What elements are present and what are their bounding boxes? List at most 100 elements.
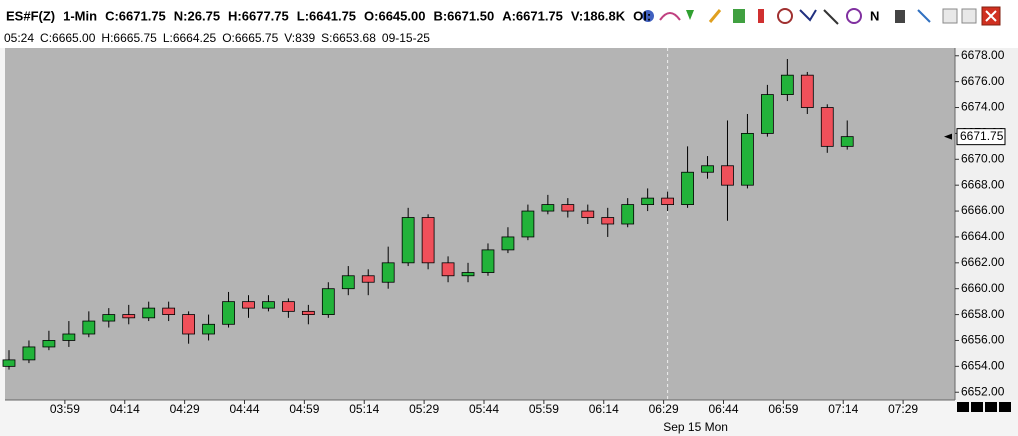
candle	[581, 204, 595, 224]
x-tick-label: 04:14	[110, 402, 140, 416]
candle-body	[282, 301, 295, 312]
candle	[621, 198, 635, 228]
candle-body	[262, 301, 275, 309]
header-item: O:6665.75	[222, 31, 278, 45]
header-item: 1-Min	[63, 8, 97, 23]
icon[interactable]	[733, 9, 745, 23]
header-item: O:6645.00	[364, 8, 425, 23]
y-tick-label: 6652.00	[961, 384, 1005, 398]
x-tick-label: 06:44	[708, 402, 738, 416]
status-bar	[0, 30, 1018, 48]
header-item: H:6665.75	[101, 31, 157, 45]
icon[interactable]	[686, 10, 694, 20]
candle	[521, 204, 535, 241]
icon[interactable]	[777, 8, 793, 24]
candle-body	[142, 307, 156, 319]
icon[interactable]	[895, 10, 905, 23]
close-icon[interactable]	[985, 10, 997, 22]
candle-body	[461, 272, 475, 277]
icon[interactable]	[659, 12, 681, 21]
candle	[561, 198, 575, 218]
x-tick-label: 06:14	[589, 402, 619, 416]
candle-body	[501, 236, 515, 251]
candle	[242, 295, 255, 318]
header-item: V:186.8K	[571, 8, 626, 23]
candle-body	[601, 217, 615, 225]
icon[interactable]	[642, 10, 654, 22]
icon[interactable]	[823, 9, 839, 25]
price-axis	[955, 48, 1018, 400]
x-tick-label: 04:29	[170, 402, 200, 416]
date-label: Sep 15 Mon	[663, 420, 728, 434]
maximize-button[interactable]	[961, 8, 977, 24]
header-item: C:6671.75	[105, 8, 166, 23]
candle-body	[122, 314, 136, 319]
icon[interactable]: N	[870, 8, 879, 23]
candle	[102, 308, 116, 328]
icon[interactable]	[758, 9, 764, 23]
candle	[381, 246, 395, 289]
candle	[401, 207, 415, 267]
x-tick-label: 06:29	[649, 402, 679, 416]
x-tick-label: 05:29	[409, 402, 439, 416]
x-tick-label: 04:44	[229, 402, 259, 416]
box	[957, 402, 969, 412]
y-tick-label: 6654.00	[961, 359, 1005, 373]
candle	[501, 227, 515, 254]
candle	[82, 311, 96, 338]
icon[interactable]	[917, 9, 931, 23]
candle-body	[521, 210, 535, 238]
candle-body	[541, 204, 555, 212]
x-tick-label: 05:14	[349, 402, 379, 416]
toolbar-icons[interactable]: N	[642, 6, 1001, 26]
candle-body	[441, 262, 455, 277]
candle-body	[22, 346, 36, 361]
candle	[441, 256, 455, 283]
candle-body	[581, 210, 595, 218]
candle-body	[102, 314, 116, 322]
y-tick-label: 6676.00	[961, 74, 1005, 88]
icon[interactable]	[799, 9, 817, 22]
candle	[840, 120, 854, 150]
candle-body	[222, 301, 235, 325]
header-item: V:839	[284, 31, 315, 45]
candle-body	[701, 165, 714, 173]
box	[971, 402, 983, 412]
header-item: L:6641.75	[297, 8, 356, 23]
candle-body	[800, 74, 814, 108]
x-tick-label: 07:14	[828, 402, 858, 416]
y-tick-label: 6658.00	[961, 307, 1005, 321]
candle-body	[202, 323, 215, 335]
candle-body	[242, 301, 255, 309]
icon[interactable]	[708, 9, 722, 23]
header-item: 09-15-25	[382, 31, 430, 45]
candle-body	[840, 136, 854, 147]
y-tick-label: 6656.00	[961, 333, 1005, 347]
header-item: C:6665.00	[40, 31, 96, 45]
candle-body	[321, 288, 335, 315]
candle-body	[62, 333, 76, 341]
candle-body	[741, 133, 754, 186]
candle	[641, 188, 655, 212]
candle-body	[761, 94, 774, 134]
corner-boxes	[957, 402, 1011, 412]
candle	[661, 191, 674, 212]
candle-body	[780, 74, 794, 95]
icon[interactable]	[846, 8, 862, 24]
header-item: N:26.75	[174, 8, 220, 23]
candle	[461, 262, 475, 283]
candle	[142, 301, 156, 322]
candle	[42, 330, 56, 351]
candle	[481, 243, 495, 276]
x-tick-label: 06:59	[768, 402, 798, 416]
candle	[321, 282, 335, 318]
minimize-button[interactable]	[942, 8, 958, 24]
candle	[741, 114, 754, 189]
x-tick-label: 05:59	[529, 402, 559, 416]
candle-body	[561, 204, 575, 212]
last-price-arrow	[944, 133, 952, 140]
candle-body	[42, 340, 56, 348]
candle	[361, 269, 375, 296]
box	[985, 402, 997, 412]
